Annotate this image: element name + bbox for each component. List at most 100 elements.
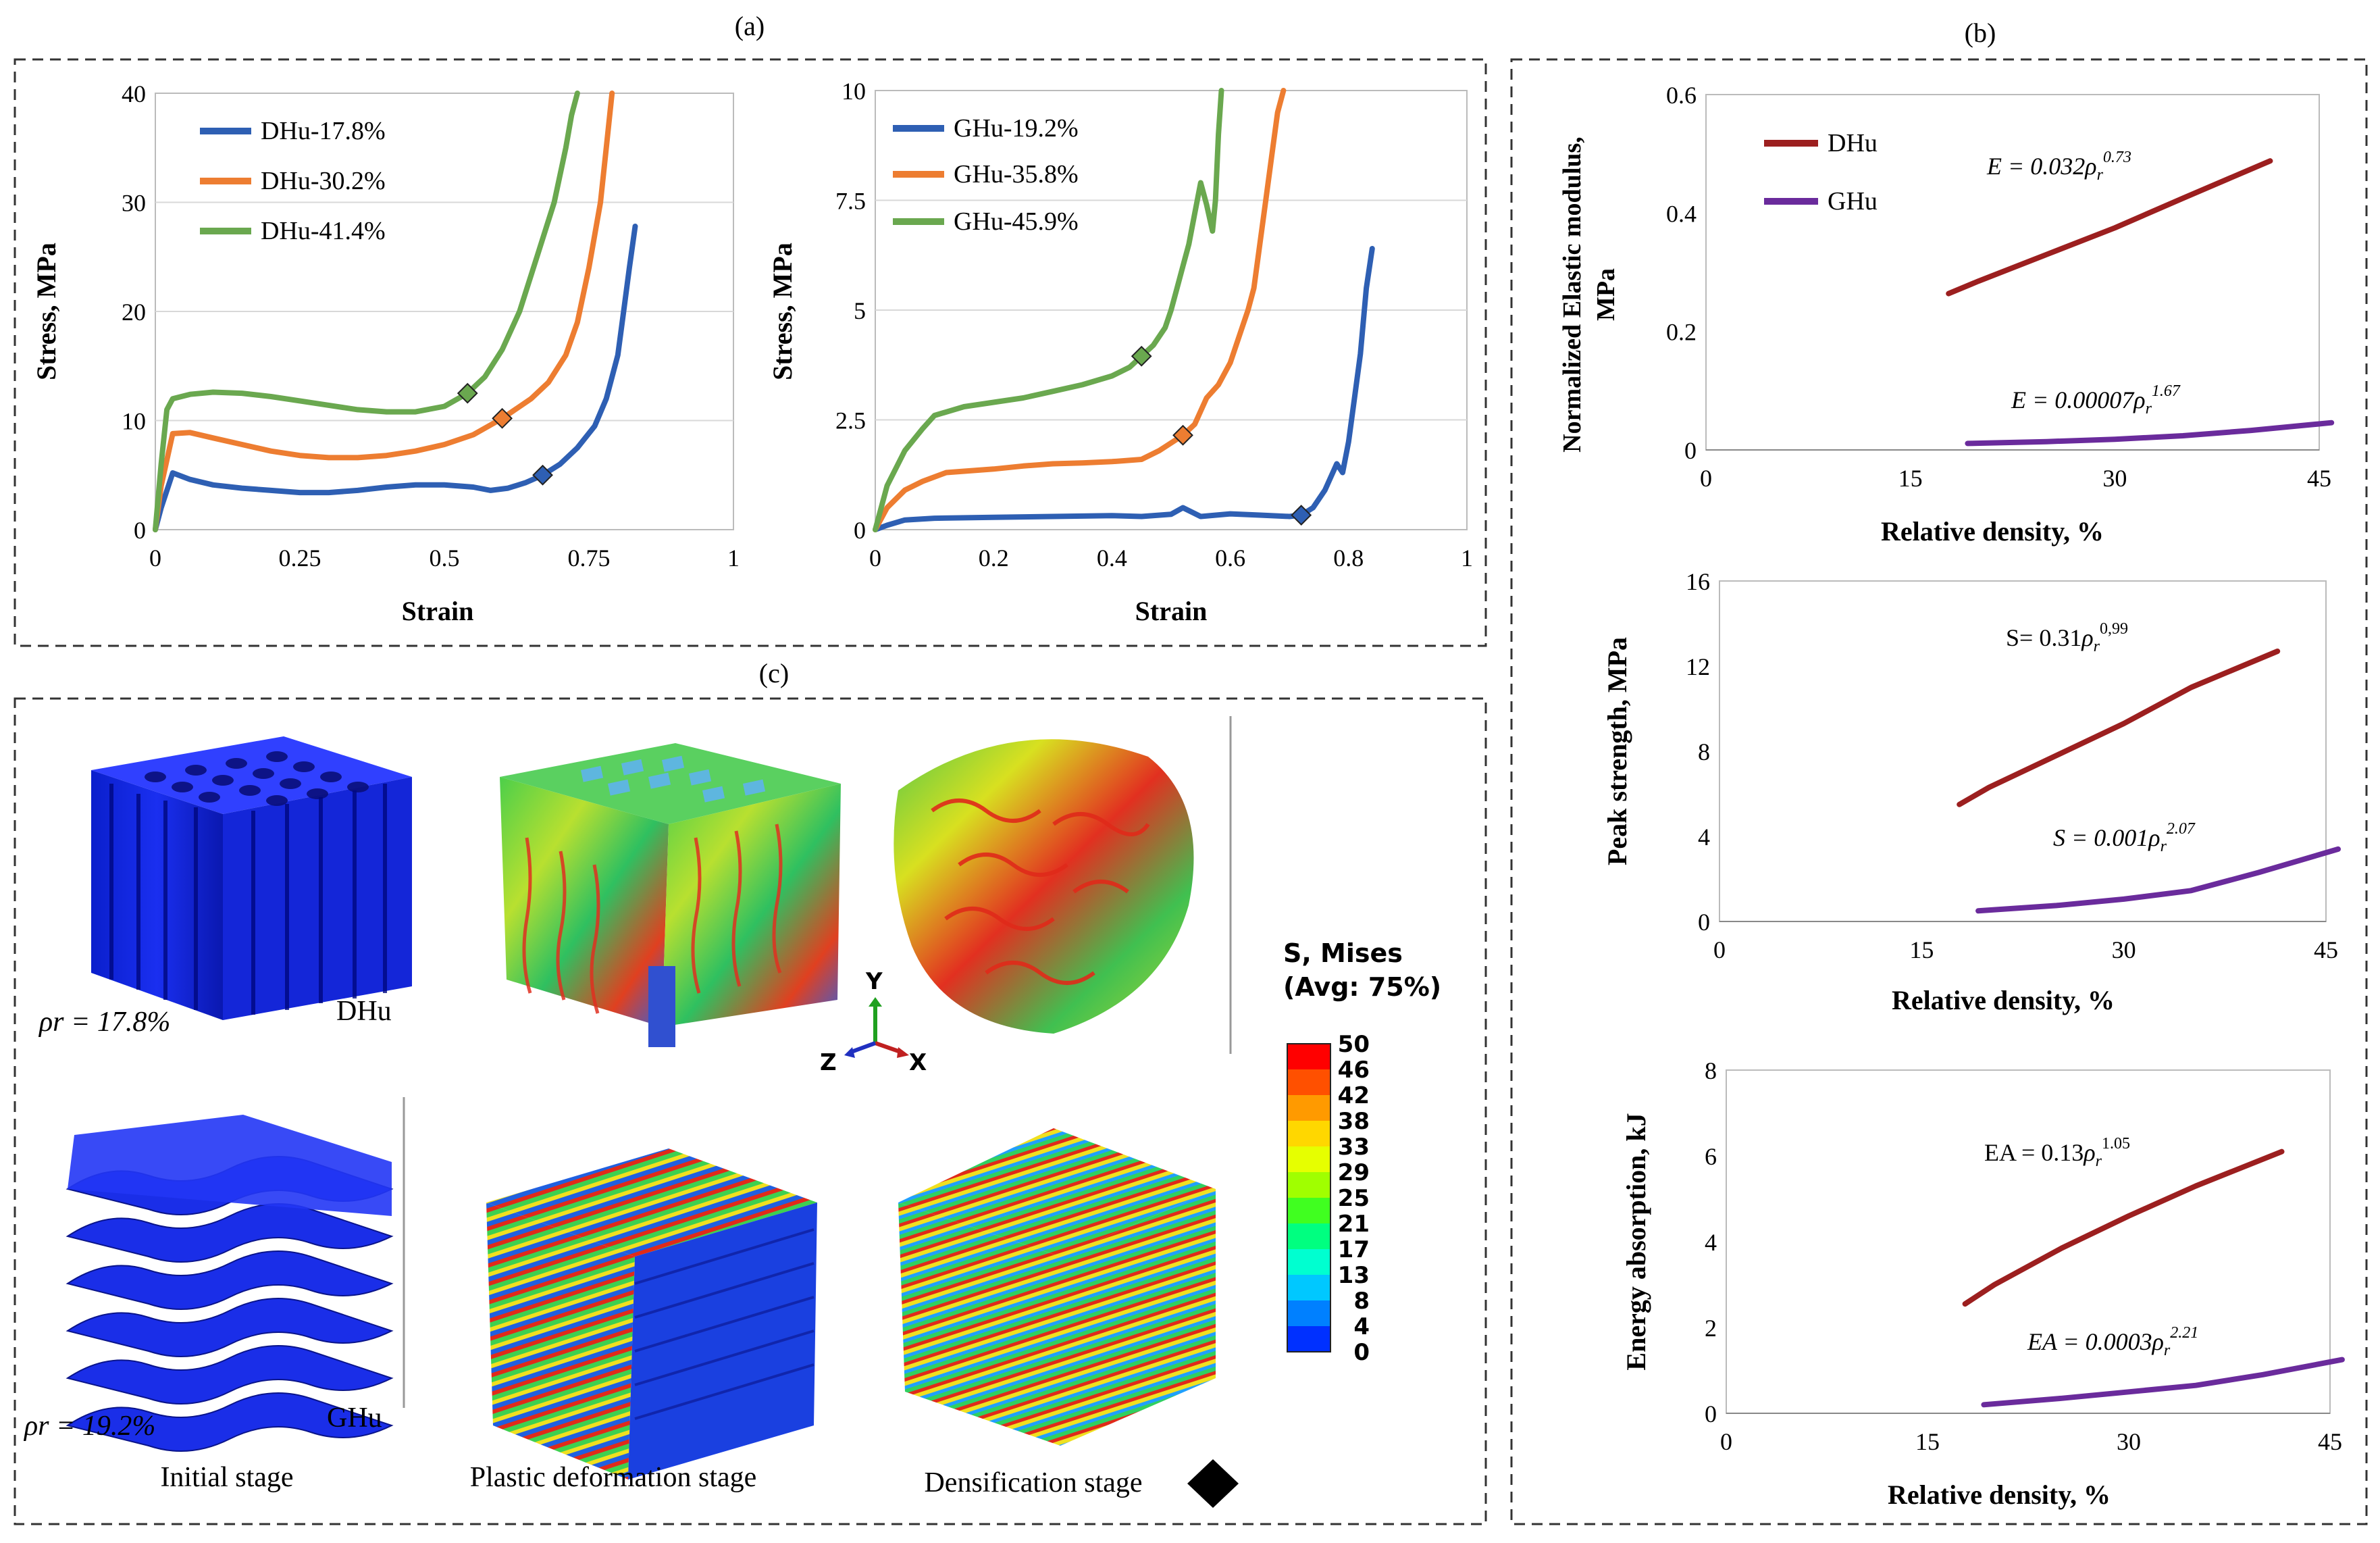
densification-marker-0 xyxy=(532,464,553,486)
legend-swatch xyxy=(1287,1300,1330,1326)
panel-a-frame xyxy=(14,58,1487,647)
legend-swatch xyxy=(1287,1095,1330,1121)
ghu-name-label: GHu xyxy=(327,1402,382,1434)
chart-dhu-stress-strain: 0 10 20 30 40 0 0.25 0.5 0.75 1 Strain Stress, MP… xyxy=(31,80,740,626)
series-line-0 xyxy=(153,224,638,532)
ytick-label: 10 xyxy=(842,78,866,105)
legend-swatch xyxy=(1287,1223,1330,1249)
xlabel: Strain xyxy=(1135,596,1208,626)
legend-value: 46 xyxy=(1338,1057,1370,1084)
mises-legend: S, Mises (Avg: 75%) 50464238332925211713… xyxy=(1283,938,1441,1366)
ylabel-line2: MPa xyxy=(1592,268,1620,321)
series-line-1 xyxy=(1975,846,2341,914)
legend-value: 17 xyxy=(1338,1236,1370,1263)
dhu-densification-model xyxy=(894,739,1194,1034)
equation-dhu: E = 0.032ρr0.73 xyxy=(1986,149,2131,184)
ytick-label: 2.5 xyxy=(835,407,866,434)
series-line-0 xyxy=(1946,158,2273,297)
legend-swatch xyxy=(1287,1249,1330,1275)
panel-label-c: (c) xyxy=(759,658,789,688)
legend-text-2: DHu-41.4% xyxy=(261,217,386,245)
xtick-label: 0.6 xyxy=(1215,545,1245,572)
legend-value: 25 xyxy=(1338,1185,1370,1212)
panel-label-b: (b) xyxy=(1965,18,1996,48)
series-line-1 xyxy=(153,91,615,532)
ytick-label: 0 xyxy=(134,517,146,544)
xtick-label: 0 xyxy=(1720,1428,1732,1455)
series-line-0 xyxy=(1957,649,2281,807)
series-line-0 xyxy=(873,246,1375,532)
xtick-label: 1 xyxy=(727,545,740,572)
densification-marker-2 xyxy=(457,382,478,404)
stage-label-initial: Initial stage xyxy=(160,1462,293,1493)
densification-marker-1 xyxy=(1172,424,1193,446)
xtick-label: 30 xyxy=(2112,936,2136,963)
series-line-0 xyxy=(1962,1148,2285,1307)
stage-label-plastic: Plastic deformation stage xyxy=(470,1462,757,1493)
xtick-label: 15 xyxy=(1909,936,1934,963)
equation-dhu: S= 0.31ρr0,99 xyxy=(2006,620,2128,655)
equation-dhu: EA = 0.13ρr1.05 xyxy=(1984,1135,2130,1170)
legend-value: 4 xyxy=(1353,1313,1370,1340)
axis-label-x: X xyxy=(909,1049,927,1076)
ytick-label: 0.2 xyxy=(1666,319,1697,346)
legend-text-1: GHu xyxy=(1828,187,1878,216)
dhu-density-label: ρr = 17.8% xyxy=(38,1007,170,1038)
legend-swatch xyxy=(1287,1146,1330,1172)
series-line-1 xyxy=(1965,420,2335,447)
legend-text-0: GHu-19.2% xyxy=(954,114,1079,143)
ytick-label: 7.5 xyxy=(835,188,866,215)
xtick-label: 30 xyxy=(2102,465,2127,492)
densification-marker-1 xyxy=(492,407,513,429)
panel-b-frame xyxy=(1510,58,2368,1525)
densification-marker-icon xyxy=(1187,1459,1239,1508)
legend: DHu-17.8% DHu-30.2% DHu-41.4% xyxy=(200,117,386,245)
panel-label-a: (a) xyxy=(735,11,765,41)
xlabel: Strain xyxy=(402,596,474,626)
dhu-plastic-model xyxy=(500,743,841,1047)
xtick-label: 1 xyxy=(1461,545,1473,572)
xtick-label: 0.2 xyxy=(979,545,1009,572)
ghu-densification-model xyxy=(898,1128,1216,1446)
ytick-label: 0.4 xyxy=(1666,200,1697,227)
xtick-label: 0 xyxy=(1713,936,1726,963)
ytick-label: 2 xyxy=(1705,1315,1717,1342)
ytick-label: 5 xyxy=(854,297,866,324)
xtick-label: 0.75 xyxy=(568,545,611,572)
legend-value: 38 xyxy=(1338,1108,1370,1135)
legend-swatch xyxy=(1287,1172,1330,1198)
ytick-label: 0 xyxy=(1684,437,1697,464)
legend-text-2: GHu-45.9% xyxy=(954,207,1079,236)
legend-swatch xyxy=(1287,1198,1330,1223)
ylabel-line1: Normalized Elastic modulus, xyxy=(1558,136,1586,453)
legend-bar-frame xyxy=(1287,1043,1331,1352)
legend-value: 13 xyxy=(1338,1262,1370,1289)
ytick-label: 8 xyxy=(1705,1057,1717,1084)
ytick-label: 10 xyxy=(122,408,146,435)
ytick-label: 6 xyxy=(1705,1143,1717,1170)
chart-elastic-modulus: 0 0.2 0.4 0.6 0 15 30 45 Relative density, % No… xyxy=(1558,82,2335,547)
ghu-plastic-model xyxy=(486,1148,817,1479)
fea-panel: ρr = 17.8% DHu xyxy=(23,716,1441,1508)
densification-marker-0 xyxy=(1291,505,1312,526)
xtick-label: 15 xyxy=(1898,465,1923,492)
legend-swatch xyxy=(1287,1044,1330,1069)
xtick-label: 0.5 xyxy=(430,545,460,572)
ytick-label: 30 xyxy=(122,190,146,217)
axis-label-y: Y xyxy=(865,968,883,995)
ytick-label: 20 xyxy=(122,299,146,326)
chart-energy-absorption: 0 2 4 6 8 0 15 30 45 Relative density, % Energy … xyxy=(1621,1057,2345,1510)
series-line-1 xyxy=(1981,1357,2345,1408)
ytick-label: 8 xyxy=(1698,738,1710,765)
equation-ghu: S = 0.001ρr2.07 xyxy=(2053,820,2196,855)
legend-text-1: GHu-35.8% xyxy=(954,160,1079,188)
ytick-label: 4 xyxy=(1705,1229,1717,1256)
ylabel: Stress, MPa xyxy=(767,243,798,380)
ytick-label: 0 xyxy=(1705,1400,1717,1427)
ytick-label: 0.6 xyxy=(1666,82,1697,109)
dhu-initial-model xyxy=(91,736,412,1020)
xtick-label: 0 xyxy=(869,545,881,572)
xtick-label: 30 xyxy=(2117,1428,2141,1455)
legend-value: 21 xyxy=(1338,1211,1370,1238)
equation-ghu: EA = 0.0003ρr2.21 xyxy=(2027,1324,2198,1359)
